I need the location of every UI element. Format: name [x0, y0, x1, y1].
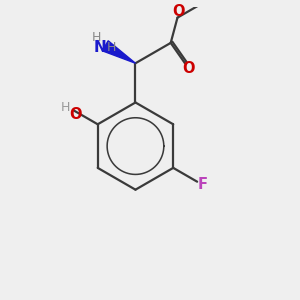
Text: H: H [92, 31, 101, 44]
Text: O: O [182, 61, 195, 76]
Text: O: O [69, 107, 82, 122]
Text: H: H [60, 101, 70, 114]
Polygon shape [102, 41, 136, 63]
Text: N: N [94, 40, 106, 55]
Text: O: O [172, 4, 184, 19]
Text: H: H [107, 41, 116, 54]
Text: F: F [198, 177, 208, 192]
